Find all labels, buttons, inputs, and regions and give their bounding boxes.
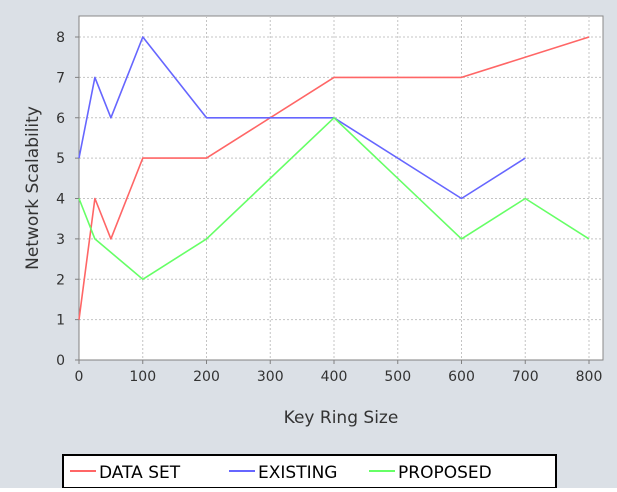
legend-label-existing: EXISTING: [258, 463, 337, 483]
x-tick-label: 0: [75, 369, 84, 385]
series-lines: [78, 36, 590, 320]
y-tick-label: 5: [56, 151, 65, 167]
y-axis-title: Network Scalability: [23, 106, 43, 270]
y-tick-label: 4: [56, 192, 65, 208]
y-tick-label: 1: [56, 313, 65, 329]
series-line-existing: [78, 36, 526, 200]
y-tick-label: 0: [56, 353, 65, 369]
y-tick-label: 2: [56, 272, 65, 288]
legend-label-data-set: DATA SET: [99, 463, 181, 483]
x-axis-ticks: 0 100 200 300 400 500 600 700 800: [75, 360, 603, 385]
plot-area: [78, 15, 604, 361]
x-tick-label: 800: [576, 369, 603, 385]
series-line-proposed: [78, 117, 590, 281]
x-tick-label: 700: [512, 369, 539, 385]
x-tick-label: 400: [321, 369, 348, 385]
x-tick-label: 600: [448, 369, 475, 385]
axes: [78, 16, 603, 361]
x-tick-label: 100: [129, 369, 156, 385]
y-axis-ticks: 0 1 2 3 4 5 6 7 8: [56, 30, 79, 369]
y-tick-label: 7: [56, 70, 65, 86]
x-axis-title: Key Ring Size: [284, 408, 399, 428]
y-tick-label: 6: [56, 111, 65, 127]
legend-label-proposed: PROPOSED: [398, 463, 492, 483]
y-tick-label: 8: [56, 30, 65, 46]
x-tick-label: 500: [384, 369, 411, 385]
legend: DATA SET EXISTING PROPOSED: [62, 454, 557, 489]
series-line-data-set: [78, 36, 590, 320]
x-tick-label: 200: [193, 369, 220, 385]
x-tick-label: 300: [257, 369, 284, 385]
y-tick-label: 3: [56, 232, 65, 248]
